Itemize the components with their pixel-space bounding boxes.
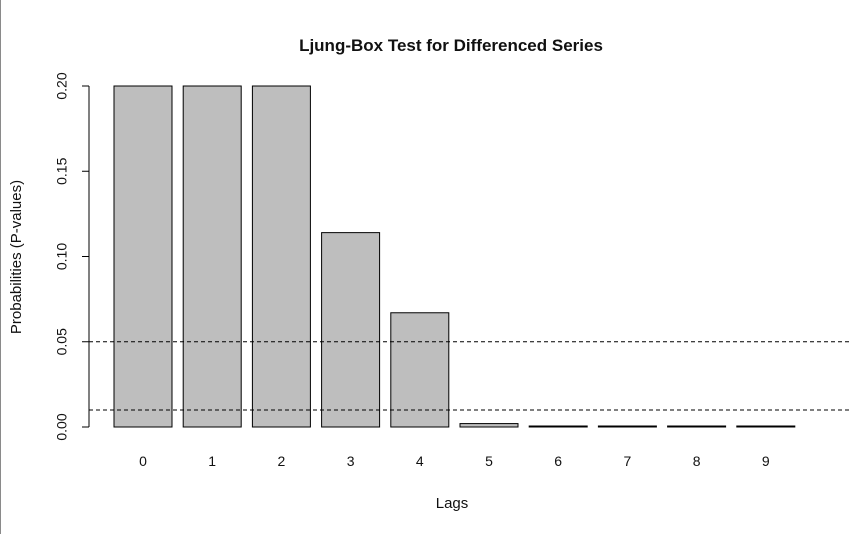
x-tick-label: 3 bbox=[347, 453, 355, 469]
bar-lag-3 bbox=[321, 232, 381, 428]
x-tick-label: 5 bbox=[485, 453, 493, 469]
y-tick-label: 0.00 bbox=[54, 413, 70, 440]
bar-lag-4 bbox=[390, 312, 450, 428]
y-tick-label: 0.15 bbox=[54, 157, 70, 184]
window-left-border bbox=[0, 0, 1, 534]
x-tick-label: 6 bbox=[554, 453, 562, 469]
x-axis-label: Lags bbox=[436, 495, 469, 512]
bar-series bbox=[113, 85, 796, 428]
y-axis: 0.00 0.05 0.10 0.15 0.20 bbox=[54, 72, 90, 441]
bar-lag-1 bbox=[182, 85, 242, 428]
y-tick-label: 0.20 bbox=[54, 72, 70, 99]
y-axis-label: Probabilities (P-values) bbox=[8, 180, 25, 334]
bar-lag-6 bbox=[528, 425, 588, 428]
x-tick-label: 2 bbox=[278, 453, 286, 469]
bar-lag-7 bbox=[597, 425, 657, 428]
y-tick-label: 0.10 bbox=[54, 243, 70, 270]
bar-lag-8 bbox=[667, 425, 727, 428]
reference-lines bbox=[89, 341, 851, 411]
x-tick-labels: 0 1 2 3 4 5 6 7 8 9 bbox=[139, 453, 770, 469]
x-tick-label: 8 bbox=[693, 453, 701, 469]
bar-lag-5 bbox=[459, 423, 519, 428]
bar-lag-9 bbox=[736, 425, 796, 428]
bar-lag-2 bbox=[251, 85, 311, 428]
x-tick-label: 9 bbox=[762, 453, 770, 469]
chart-title: Ljung-Box Test for Differenced Series bbox=[299, 36, 603, 55]
x-tick-label: 0 bbox=[139, 453, 147, 469]
bar-lag-0 bbox=[113, 85, 173, 428]
x-tick-label: 1 bbox=[208, 453, 216, 469]
y-tick-label: 0.05 bbox=[54, 328, 70, 355]
x-tick-label: 7 bbox=[624, 453, 632, 469]
x-tick-label: 4 bbox=[416, 453, 424, 469]
